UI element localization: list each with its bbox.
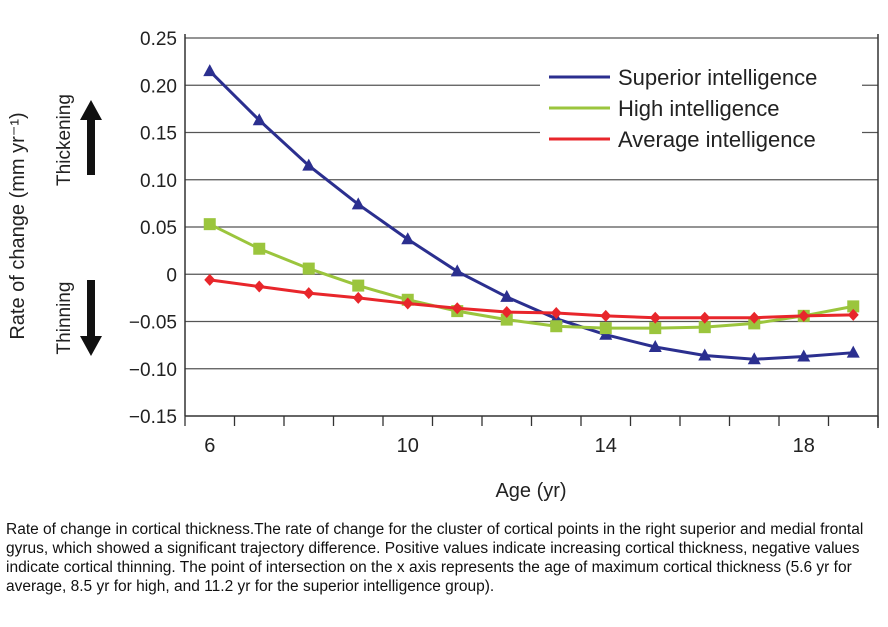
data-point — [352, 279, 365, 292]
data-point — [649, 311, 661, 324]
data-point — [798, 309, 810, 322]
data-point — [550, 320, 563, 333]
y-tick-label: 0.25 — [140, 29, 177, 50]
thickening-annotation: Thickening — [54, 94, 102, 186]
legend-label: Superior intelligence — [618, 65, 817, 90]
data-point — [451, 302, 463, 315]
thickening-label: Thickening — [54, 94, 75, 186]
y-axis-label: Rate of change (mm yr⁻¹) — [7, 112, 29, 339]
y-tick-label: −0.10 — [129, 360, 177, 381]
data-point — [600, 309, 612, 322]
data-point — [698, 321, 711, 334]
data-point — [550, 306, 562, 319]
data-point — [204, 273, 216, 286]
data-point — [203, 64, 217, 77]
thinning-label: Thinning — [54, 282, 75, 355]
series-line — [209, 222, 854, 330]
data-point — [302, 158, 316, 171]
data-point — [698, 348, 712, 361]
y-tick-label: 0.20 — [140, 76, 177, 97]
data-point — [203, 218, 216, 231]
series-line — [209, 278, 854, 320]
data-point — [303, 287, 315, 300]
data-point — [748, 311, 760, 324]
line-chart: 0.25 0.20 0.15 0.10 0.05 0 −0.05 −0.10 −0.15 6 10 1… — [7, 29, 879, 502]
data-point — [797, 349, 811, 362]
y-tick-label: 0.15 — [140, 124, 177, 145]
data-point — [351, 197, 365, 210]
data-point — [599, 322, 612, 335]
data-point — [402, 297, 414, 310]
x-axis-label: Age (yr) — [495, 480, 566, 502]
x-tick-label: 6 — [204, 435, 215, 457]
y-tick-label: −0.15 — [129, 407, 177, 428]
data-point — [649, 322, 662, 335]
data-point — [352, 291, 364, 304]
data-point — [747, 352, 761, 365]
thinning-annotation: Thinning — [54, 280, 102, 356]
x-tick-label: 18 — [793, 435, 815, 457]
legend-label: High intelligence — [618, 96, 779, 121]
data-point — [500, 289, 514, 302]
data-point — [252, 113, 266, 126]
arrow-up-icon — [80, 100, 102, 175]
series-line — [208, 70, 854, 361]
y-tick-label: −0.05 — [129, 313, 177, 334]
y-tick-label: 0.10 — [140, 171, 177, 192]
data-point — [500, 313, 513, 326]
data-point — [648, 340, 662, 353]
data-point — [846, 345, 860, 358]
figure-caption: Rate of change in cortical thickness.The… — [6, 521, 864, 595]
data-point — [253, 280, 265, 293]
data-point — [401, 232, 415, 245]
data-point — [302, 262, 315, 275]
data-point — [450, 264, 464, 277]
legend-label: Average intelligence — [618, 127, 816, 152]
x-tick-label: 10 — [397, 435, 419, 457]
y-tick-label: 0 — [166, 265, 177, 286]
data-point — [847, 308, 859, 321]
series-superior-intelligence — [203, 64, 860, 365]
x-tick-label: 14 — [595, 435, 617, 457]
data-point — [699, 311, 711, 324]
data-point — [847, 300, 860, 313]
data-point — [253, 242, 266, 255]
arrow-down-icon — [80, 280, 102, 356]
data-point — [501, 306, 513, 319]
series-average-intelligence — [204, 273, 859, 324]
y-tick-label: 0.05 — [140, 218, 177, 239]
